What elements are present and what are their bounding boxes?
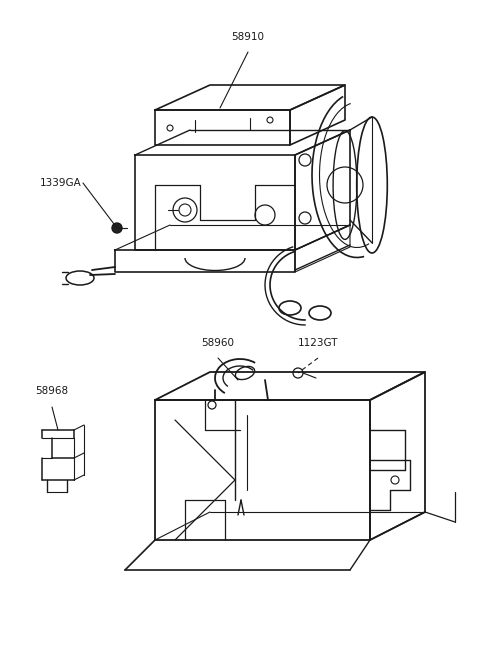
- Text: 58968: 58968: [36, 386, 69, 396]
- Circle shape: [112, 223, 122, 233]
- Text: 58910: 58910: [231, 32, 264, 42]
- Text: 58960: 58960: [202, 338, 235, 348]
- Text: 1339GA: 1339GA: [40, 178, 82, 188]
- Text: 1123GT: 1123GT: [298, 338, 338, 348]
